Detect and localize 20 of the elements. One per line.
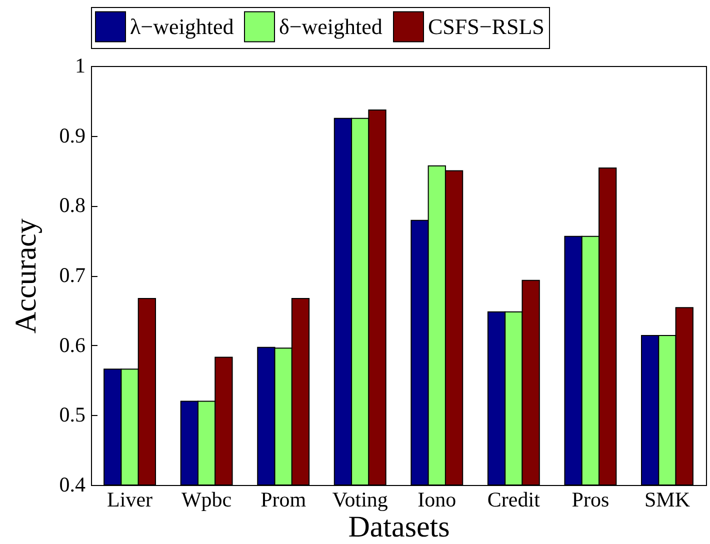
y-tick-label: 0.9 — [59, 123, 86, 148]
x-tick-label: Pros — [572, 488, 610, 512]
legend-label: CSFS−RSLS — [428, 14, 544, 39]
x-tick-label: SMK — [644, 488, 690, 512]
y-tick-label: 0.4 — [59, 472, 86, 496]
x-tick-label: Wpbc — [181, 488, 232, 512]
y-tick-label: 1 — [75, 54, 86, 78]
y-axis-title: Accuracy — [9, 218, 42, 334]
x-tick-label: Credit — [487, 488, 540, 512]
legend-label: λ−weighted — [130, 14, 234, 39]
legend-label: δ−weighted — [279, 14, 382, 39]
y-tick-label: 0.5 — [59, 402, 86, 427]
x-tick-label: Iono — [418, 488, 456, 512]
x-tick-label: Prom — [260, 488, 306, 512]
y-tick-label: 0.7 — [59, 263, 86, 287]
x-tick-label: Liver — [107, 488, 153, 512]
y-tick-label: 0.6 — [59, 332, 86, 357]
x-tick-label: Voting — [332, 488, 388, 512]
x-axis-title: Datasets — [348, 510, 450, 544]
y-tick-label: 0.8 — [59, 193, 86, 218]
